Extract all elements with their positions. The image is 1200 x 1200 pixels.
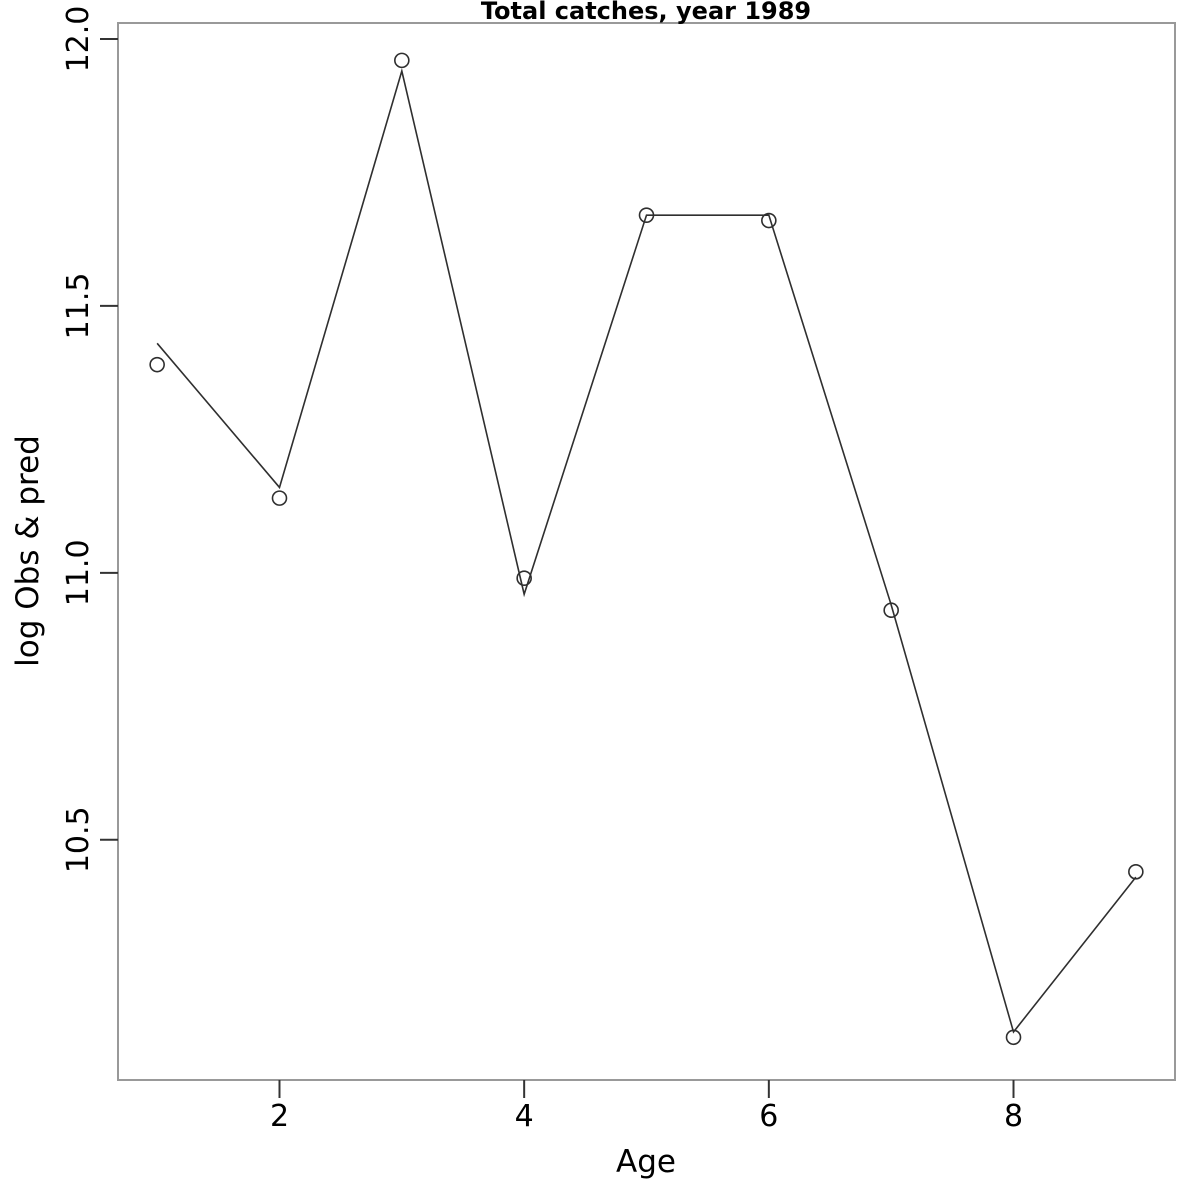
x-tick-label: 8 [1004, 1099, 1023, 1134]
data-point-observed [394, 52, 410, 69]
y-axis-label: log Obs & pred [10, 435, 46, 667]
y-tick-label: 11.5 [61, 273, 96, 340]
y-tick-label: 11.0 [61, 539, 96, 606]
x-tick-label: 4 [515, 1099, 534, 1134]
data-series [149, 52, 1144, 1046]
chart-title: Total catches, year 1989 [481, 0, 811, 25]
data-point-observed [761, 212, 777, 229]
x-axis-label: Age [616, 1144, 676, 1180]
x-axis-ticks: 2 4 6 8 [270, 1080, 1023, 1134]
plot-area-box [117, 22, 1176, 1081]
x-tick-label: 2 [270, 1099, 289, 1134]
x-tick-label: 6 [759, 1099, 778, 1134]
y-tick-label: 12.0 [61, 6, 96, 73]
data-point-observed [516, 570, 532, 586]
data-point-observed [149, 356, 165, 373]
y-tick-label: 10.5 [61, 806, 96, 873]
data-point-observed [1128, 864, 1144, 880]
y-axis-ticks: 10.5 11.0 11.5 12.0 [61, 6, 118, 873]
data-point-observed [271, 490, 288, 506]
series-line-predicted [156, 67, 1137, 1034]
